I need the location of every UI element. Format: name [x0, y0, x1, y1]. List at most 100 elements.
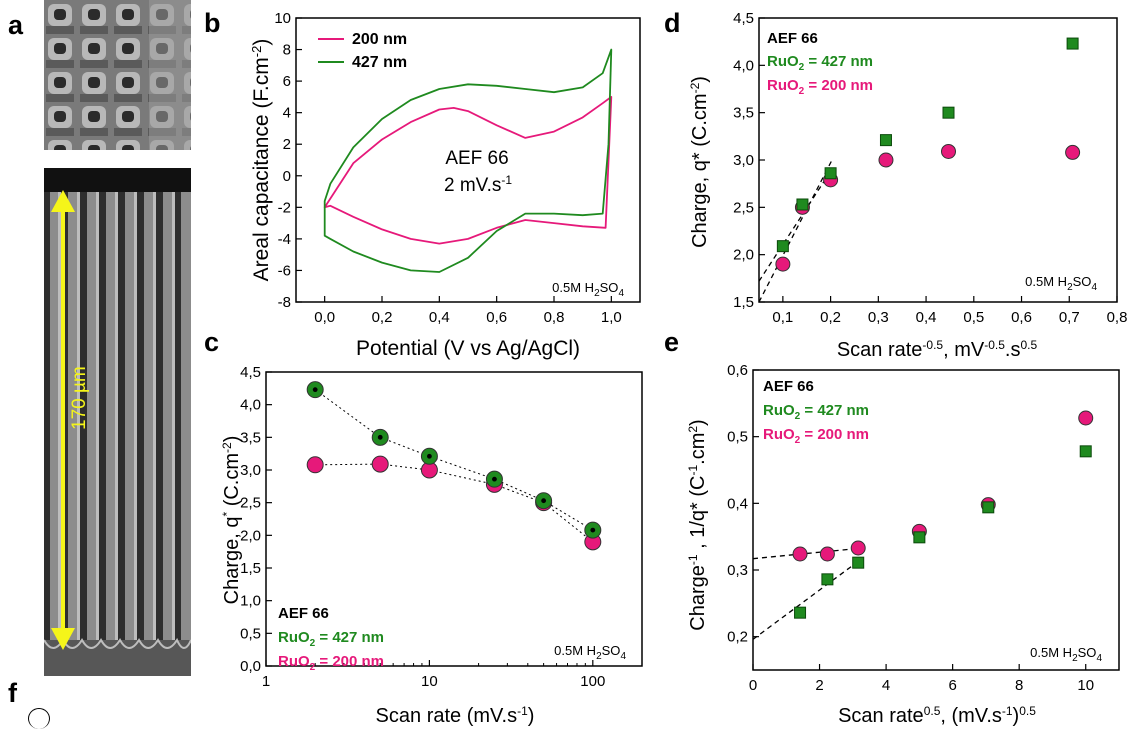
chart-b-ytick-label: -8: [278, 294, 291, 311]
chart-d-electrolyte: 0.5M H2SO4: [1025, 274, 1097, 293]
chart-d-ytick-label: 4,5: [733, 10, 754, 27]
chart-e-point: [852, 556, 865, 569]
chart-b-electrolyte: 0.5M H2SO4: [552, 280, 624, 299]
chart-b-xtick-label: 0,0: [314, 309, 335, 326]
chart-e-point: [821, 573, 834, 586]
chart-c: 1 10 100 0,0 0,5 1,0 1,5 2,0 2,5 3,0 3,5 4,0 4,5 Sca…: [220, 364, 643, 727]
chart-d-point: [1066, 37, 1079, 50]
chart-e-point: [1079, 445, 1092, 458]
chart-e-point: [982, 501, 995, 514]
chart-b-xtick-label: 1,0: [601, 309, 622, 326]
chart-e-point: [1078, 410, 1094, 426]
chart-e-xtick-label: 10: [1077, 677, 1094, 694]
chart-e: 0 2 4 6 8 10 0,2 0,3 0,4 0,5 0,6 Scan rate0.5, (mV…: [686, 362, 1120, 727]
chart-b-ytick-label: 10: [274, 10, 291, 27]
chart-e-xtick-label: 0: [749, 677, 757, 694]
chart-e-xtick-label: 2: [815, 677, 823, 694]
chart-b-cv-loop-200-nm: [323, 96, 613, 245]
chart-c-point-center: [590, 527, 596, 533]
panel-label-b: b: [204, 8, 221, 38]
panel-label-a: a: [8, 10, 24, 40]
chart-b-ytick-label: 8: [283, 42, 291, 59]
chart-d-point: [824, 167, 837, 180]
chart-d-point: [878, 152, 894, 168]
chart-c-xlabel: Scan rate (mV.s-1): [376, 704, 535, 727]
chart-b-frame: [295, 17, 641, 303]
chart-c-point: [371, 455, 389, 473]
chart-d-point: [942, 106, 955, 119]
chart-e-ytick-label: 0,5: [727, 429, 748, 446]
chart-c-xtick-label: 10: [421, 673, 438, 690]
chart-e-legend-aef: AEF 66: [763, 378, 814, 395]
chart-e-point: [819, 546, 835, 562]
chart-e-ytick-label: 0,3: [727, 562, 748, 579]
chart-e-point: [794, 606, 807, 619]
chart-d-xtick-label: 0,5: [963, 309, 984, 326]
chart-c-point-center: [312, 387, 318, 393]
chart-c-point: [306, 456, 324, 474]
chart-e-legend-427: RuO2 = 427 nm: [763, 402, 869, 422]
chart-e-legend-200: RuO2 = 200 nm: [763, 426, 869, 446]
chart-c-legend-427: RuO2 = 427 nm: [278, 629, 384, 649]
sem-image-cross-section: [44, 168, 191, 676]
chart-d-xtick-label: 0,1: [772, 309, 793, 326]
chart-c-ytick-label: 4,5: [240, 364, 261, 381]
chart-d-fit-line: [758, 171, 832, 282]
chart-b-ylabel: Areal capacitance (F.cm-2): [249, 39, 273, 282]
chart-d-ytick-label: 3,5: [733, 105, 754, 122]
chart-b-xtick-label: 0,4: [429, 309, 450, 326]
chart-d-point: [1065, 144, 1081, 160]
chart-c-point-center: [492, 476, 497, 482]
chart-b-xtick-label: 0,2: [372, 309, 393, 326]
chart-b-ytick-label: 4: [283, 105, 291, 122]
chart-c-xtick-label: 1: [262, 673, 270, 690]
chart-c-series-line: [314, 389, 594, 531]
chart-d-xtick-label: 0,4: [916, 309, 937, 326]
chart-e-point: [850, 540, 866, 556]
chart-d-point: [879, 134, 892, 147]
chart-e-point: [913, 531, 926, 544]
chart-b-legend-427: 427 nm: [352, 54, 407, 71]
chart-c-legend-aef: AEF 66: [278, 605, 329, 622]
chart-d-fit-line: [758, 157, 834, 303]
chart-b-ytick-label: 6: [283, 73, 291, 90]
chart-e-ytick-label: 0,4: [727, 495, 748, 512]
chart-e-ytick-label: 0,2: [727, 629, 748, 646]
chart-e-ytick-label: 0,6: [727, 362, 748, 379]
chart-b-xtick-label: 0,8: [544, 309, 565, 326]
chart-d-xtick-label: 0,3: [868, 309, 889, 326]
chart-c-ytick-label: 4,0: [240, 397, 261, 414]
chart-e-point: [792, 546, 808, 562]
chart-b: 0,0 0,2 0,4 0,6 0,8 1,0 -8 -6 -4 -2 0 2 4 6 8 10 Potent…: [249, 10, 641, 360]
chart-d-ytick-label: 2,5: [733, 199, 754, 216]
chart-c-frame: [265, 371, 643, 667]
chart-e-xtick-label: 8: [1015, 677, 1023, 694]
chart-c-ytick-label: 0,5: [240, 625, 261, 642]
chart-e-fit-line: [752, 547, 863, 560]
chart-c-xtick-label: 100: [580, 673, 605, 690]
chart-e-ylabel: Charge-1 , 1/q* (C-1.cm2): [686, 419, 709, 630]
chart-c-ytick-label: 3,5: [240, 429, 261, 446]
chart-d-point: [776, 240, 789, 253]
chart-d-ytick-label: 4,0: [733, 57, 754, 74]
chart-d-point: [775, 256, 791, 272]
chart-e-frame: [752, 369, 1120, 671]
panel-label-f: f: [8, 678, 17, 708]
sem-image-top: [44, 0, 191, 150]
chart-d-legend-aef: AEF 66: [767, 30, 818, 47]
chart-c-ylabel: Charge, q* (C.cm-2): [220, 436, 243, 605]
panel-label-e: e: [664, 327, 680, 357]
chart-b-ytick-label: 0: [283, 168, 291, 185]
chart-d-legend-427: RuO2 = 427 nm: [767, 53, 873, 73]
chart-b-ytick-label: -6: [278, 262, 291, 279]
chart-d-xtick-label: 0,8: [1107, 309, 1128, 326]
chart-c-legend-200: RuO2 = 200 nm: [278, 653, 384, 673]
chart-c-ytick-label: 1,0: [240, 593, 261, 610]
chart-d-point: [941, 143, 957, 159]
chart-b-legend-200: 200 nm: [352, 31, 407, 48]
chart-c-point-center: [541, 498, 547, 504]
chart-b-cv-loop-427-nm: [323, 48, 613, 273]
chart-b-annotation-rate: 2 mV.s-1: [444, 173, 512, 196]
truncated-symbol: [28, 708, 50, 729]
chart-d-xtick-label: 0,2: [820, 309, 841, 326]
